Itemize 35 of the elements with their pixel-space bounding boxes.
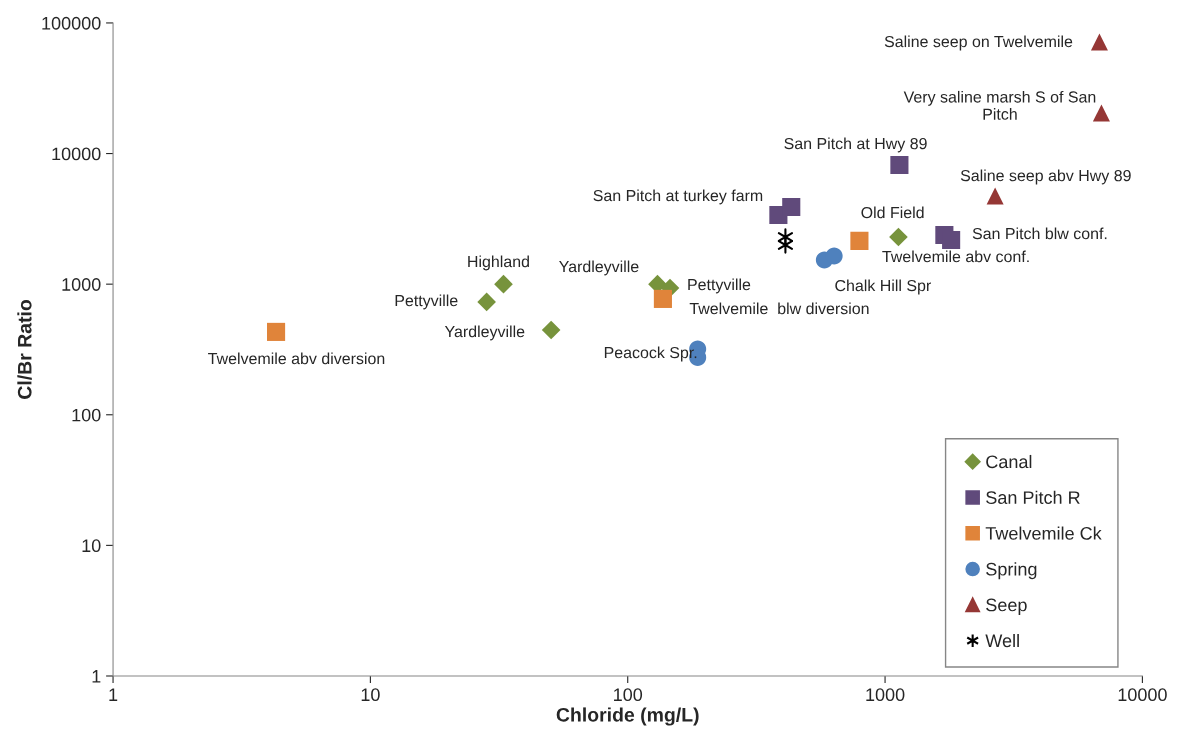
legend-label: Canal (986, 454, 1032, 469)
annotation: Very saline marsh S of San Pitch (903, 90, 1096, 120)
y-tick-label: 10 (82, 539, 101, 553)
annotation: Yardleyville (559, 260, 639, 276)
annotation: San Pitch at Hwy 89 (784, 137, 927, 153)
annotation: Chalk Hill Spr (835, 279, 931, 295)
annotation: Twelvemile abv diversion (208, 352, 385, 365)
x-tick-label: 100 (614, 688, 643, 702)
legend-label: Well (985, 633, 1019, 648)
y-tick-label: 10000 (52, 147, 101, 161)
annotation: Twelvemile blw diversion (689, 302, 869, 315)
y-tick-label: 1000 (62, 278, 101, 291)
y-tick-label: 1 (92, 670, 101, 683)
y-tick-label: 100000 (42, 16, 101, 30)
annotation: Old Field (861, 206, 924, 219)
legend-label: Spring (986, 562, 1037, 580)
annotation: Twelvemile abv conf. (882, 250, 1029, 263)
annotation: Saline seep abv Hwy 89 (960, 169, 1131, 185)
annotation: Saline seep on Twelvemile (884, 35, 1073, 51)
y-axis-title: Cl/Br Ratio (17, 299, 32, 399)
annotation: San Pitch blw conf. (972, 227, 1107, 240)
legend-label: Seep (986, 598, 1027, 615)
x-tick-label: 10 (361, 688, 380, 702)
annotation: Pettyville (688, 278, 751, 294)
y-tick-label: 100 (72, 408, 101, 422)
x-axis-title: Chloride (mg/L) (556, 707, 699, 726)
x-tick-label: 1000 (866, 688, 905, 702)
annotation: Pettyville (395, 294, 458, 310)
annotation: San Pitch at turkey farm (593, 189, 763, 205)
annotation: Highland (468, 255, 529, 271)
x-tick-label: 10000 (1118, 688, 1167, 702)
annotation: Yardleyville (444, 325, 525, 341)
legend-label: Twelvemile Ck (985, 526, 1102, 540)
legend-label: San Pitch R (986, 490, 1080, 504)
x-tick-label: 1 (109, 688, 118, 701)
